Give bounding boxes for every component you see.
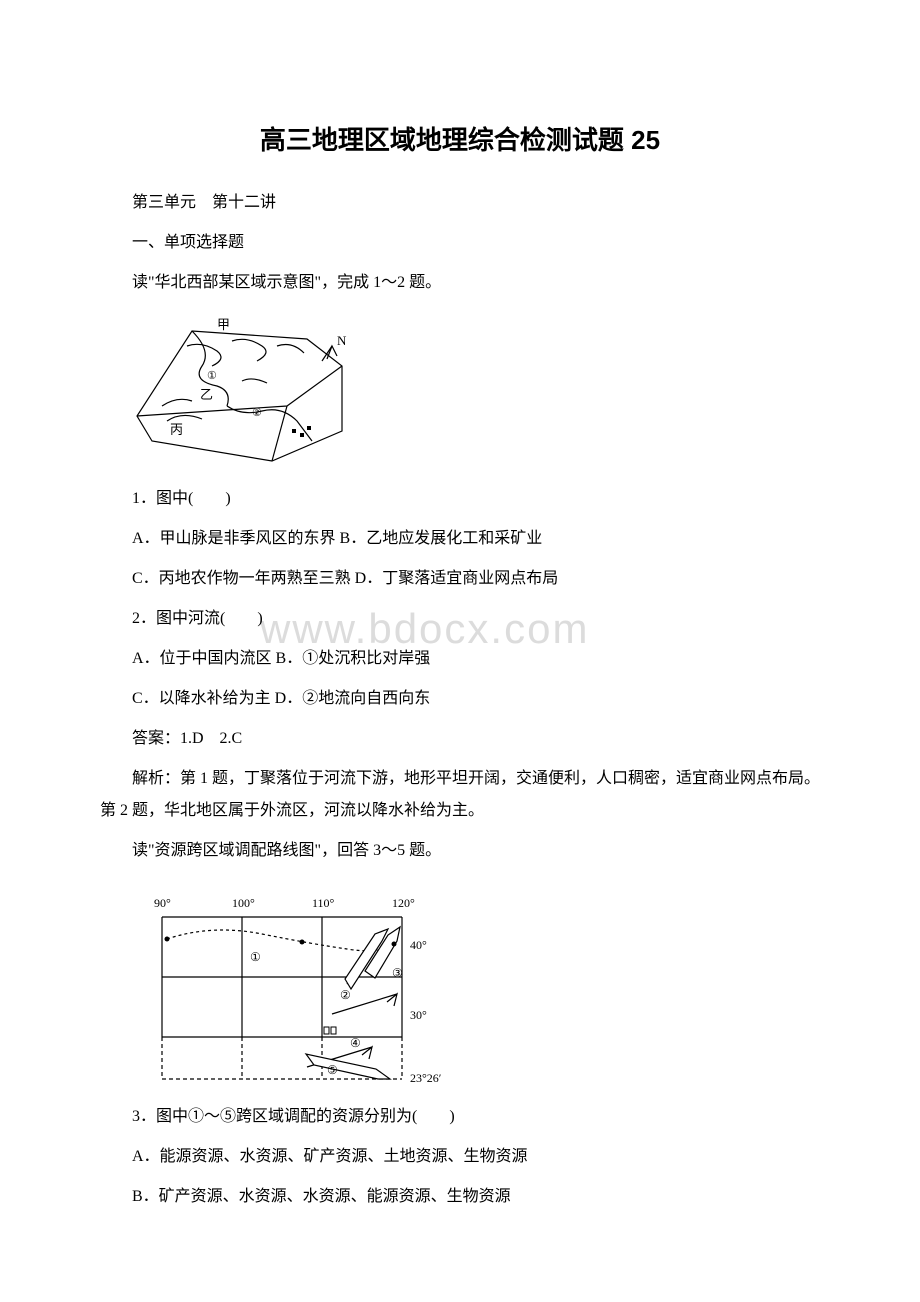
question-3-option-a: A．能源资源、水资源、矿产资源、土地资源、生物资源 [100,1141,820,1173]
xlabel-90: 90° [154,896,171,910]
ylabel-30: 30° [410,1008,427,1022]
circled-1: ① [250,950,261,964]
figure-2: 90° 100° 110° 120° 40° 30° 23°26′ ① ② ③ … [132,879,820,1089]
circled-2: ② [340,988,351,1002]
label-north: N [337,333,347,348]
page-title: 高三地理区域地理综合检测试题 25 [100,120,820,157]
circled-5: ⑤ [327,1063,338,1077]
unit-label: 第三单元 第十二讲 [100,187,820,219]
question-3: 3．图中①～⑤跨区域调配的资源分别为( ) [100,1101,820,1133]
xlabel-110: 110° [312,896,335,910]
question-1: 1．图中( ) [100,483,820,515]
label-circle-1: ① [207,370,217,382]
question-2-option-ab: A．位于中国内流区 B．①处沉积比对岸强 [100,643,820,675]
xlabel-100: 100° [232,896,255,910]
circled-4: ④ [350,1036,361,1050]
answer-1-2: 答案：1.D 2.C [100,723,820,755]
ylabel-40: 40° [410,938,427,952]
question-prompt-2: 读"资源跨区域调配路线图"，回答 3～5 题。 [100,835,820,867]
ylabel-2326: 23°26′ [410,1071,442,1085]
question-2-option-cd: C．以降水补给为主 D．②地流向自西向东 [100,683,820,715]
label-jia: 甲 [217,317,230,332]
label-circle-2: ② [252,407,262,419]
terrain-diagram: 甲 丙 乙 N ② ① [132,311,362,471]
explanation-1-2: 解析：第 1 题，丁聚落位于河流下游，地形平坦开阔，交通便利，人口稠密，适宜商业… [100,763,820,827]
question-1-option-cd: C．丙地农作物一年两熟至三熟 D．丁聚落适宜商业网点布局 [100,563,820,595]
section-heading: 一、单项选择题 [100,227,820,259]
resource-map-diagram: 90° 100° 110° 120° 40° 30° 23°26′ ① ② ③ … [132,879,442,1089]
xlabel-120: 120° [392,896,415,910]
document-content: 高三地理区域地理综合检测试题 25 第三单元 第十二讲 一、单项选择题 读"华北… [100,120,820,1213]
question-2: 2．图中河流( ) [100,603,820,635]
label-yi: 乙 [200,387,213,402]
label-bing: 丙 [170,422,183,437]
figure-1: 甲 丙 乙 N ② ① [132,311,820,471]
circled-3: ③ [392,966,403,980]
question-1-option-ab: A．甲山脉是非季风区的东界 B．乙地应发展化工和采矿业 [100,523,820,555]
question-3-option-b: B．矿产资源、水资源、水资源、能源资源、生物资源 [100,1181,820,1213]
question-prompt-1: 读"华北西部某区域示意图"，完成 1～2 题。 [100,267,820,299]
